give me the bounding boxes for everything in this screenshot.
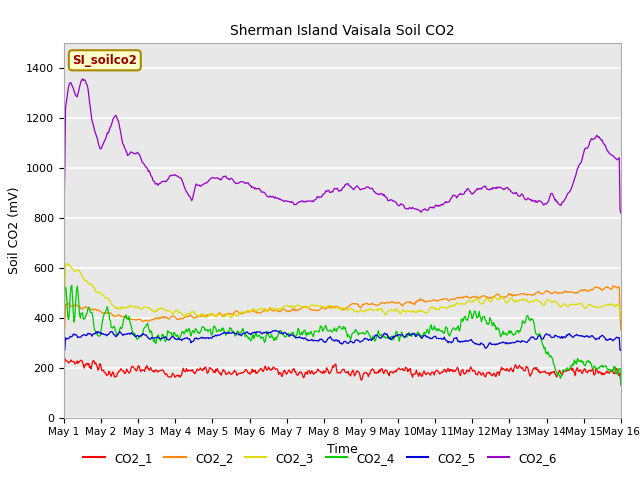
- CO2_6: [185, 193, 193, 199]
- CO2_4: [411, 332, 419, 338]
- CO2_2: [60, 327, 68, 333]
- CO2_6: [70, 88, 78, 94]
- Text: SI_soilco2: SI_soilco2: [72, 54, 137, 67]
- CO2_4: [60, 333, 68, 338]
- CO2_1: [214, 369, 222, 374]
- CO2_1: [128, 363, 136, 369]
- CO2_2: [410, 300, 418, 306]
- Title: Sherman Island Vaisala Soil CO2: Sherman Island Vaisala Soil CO2: [230, 24, 454, 38]
- CO2_2: [214, 312, 221, 318]
- CO2_4: [214, 328, 222, 334]
- CO2_3: [60, 315, 68, 321]
- CO2_5: [214, 332, 221, 338]
- Line: CO2_3: CO2_3: [64, 264, 621, 318]
- CO2_5: [70, 331, 78, 337]
- CO2_5: [184, 336, 192, 342]
- CO2_5: [60, 348, 68, 353]
- CO2_2: [426, 298, 434, 304]
- CO2_1: [617, 380, 625, 385]
- CO2_5: [127, 330, 135, 336]
- Legend: CO2_1, CO2_2, CO2_3, CO2_4, CO2_5, CO2_6: CO2_1, CO2_2, CO2_3, CO2_4, CO2_5, CO2_6: [79, 447, 561, 469]
- CO2_6: [60, 210, 68, 216]
- CO2_6: [214, 175, 222, 181]
- CO2_5: [271, 327, 279, 333]
- Line: CO2_6: CO2_6: [64, 79, 621, 213]
- CO2_4: [71, 314, 79, 320]
- CO2_3: [428, 305, 435, 311]
- CO2_6: [411, 206, 419, 212]
- CO2_1: [411, 371, 419, 377]
- CO2_3: [128, 303, 136, 309]
- CO2_5: [428, 336, 435, 341]
- CO2_2: [70, 302, 78, 308]
- Line: CO2_4: CO2_4: [64, 285, 621, 385]
- CO2_1: [61, 356, 68, 361]
- CO2_4: [185, 326, 193, 332]
- CO2_1: [185, 367, 193, 373]
- CO2_1: [60, 375, 68, 381]
- CO2_5: [617, 348, 625, 353]
- CO2_3: [71, 268, 79, 274]
- CO2_4: [617, 383, 625, 388]
- CO2_3: [411, 309, 419, 314]
- CO2_2: [617, 327, 625, 333]
- CO2_1: [428, 371, 435, 376]
- Y-axis label: Soil CO2 (mV): Soil CO2 (mV): [8, 187, 20, 274]
- CO2_1: [71, 361, 79, 367]
- CO2_6: [79, 76, 86, 82]
- CO2_4: [428, 322, 435, 328]
- CO2_3: [63, 261, 71, 266]
- CO2_5: [411, 332, 419, 337]
- CO2_2: [609, 283, 617, 289]
- X-axis label: Time: Time: [327, 443, 358, 456]
- CO2_3: [617, 315, 625, 321]
- Line: CO2_2: CO2_2: [64, 286, 621, 330]
- CO2_2: [127, 316, 135, 322]
- CO2_6: [128, 150, 136, 156]
- CO2_3: [185, 311, 193, 316]
- CO2_4: [68, 282, 76, 288]
- CO2_4: [128, 328, 136, 334]
- Line: CO2_5: CO2_5: [64, 330, 621, 350]
- CO2_6: [617, 210, 625, 216]
- CO2_6: [428, 204, 435, 210]
- CO2_3: [214, 312, 222, 317]
- Line: CO2_1: CO2_1: [64, 359, 621, 383]
- CO2_2: [184, 314, 192, 320]
